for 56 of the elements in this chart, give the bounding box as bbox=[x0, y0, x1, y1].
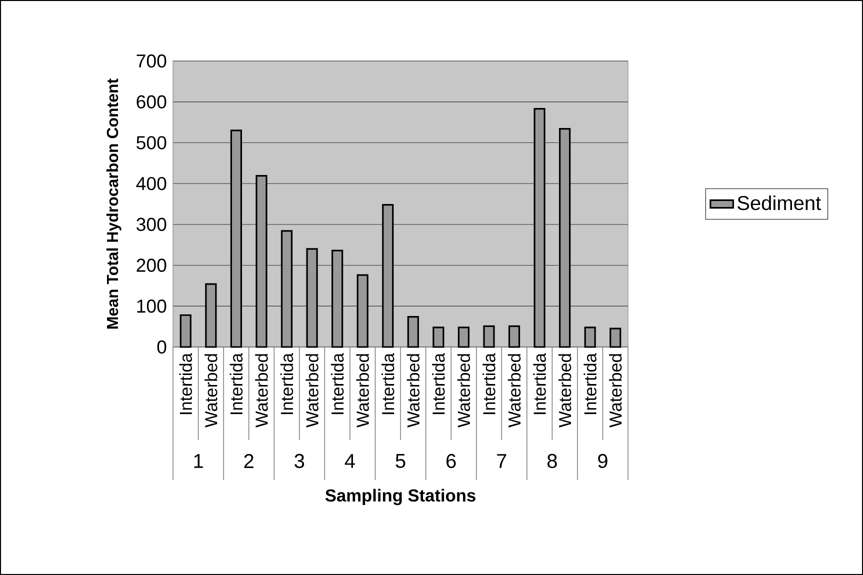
y-tick-label: 600 bbox=[136, 95, 166, 108]
bar bbox=[205, 283, 217, 348]
text: 2 bbox=[244, 454, 254, 468]
y-tick-label: 0 bbox=[157, 340, 166, 354]
y-tick-label: 300 bbox=[136, 218, 166, 232]
text: 1 bbox=[194, 454, 203, 468]
text: 8 bbox=[547, 454, 557, 468]
x-tick-label: Waterbed bbox=[204, 354, 218, 428]
bar bbox=[280, 230, 293, 348]
bar bbox=[230, 130, 242, 348]
text: 5 bbox=[396, 454, 406, 468]
bar bbox=[306, 248, 318, 348]
y-tick-label: 500 bbox=[136, 136, 166, 150]
x-tick-label: Waterbed bbox=[608, 354, 622, 428]
bar bbox=[534, 108, 546, 348]
bar bbox=[332, 250, 344, 348]
text: 7 bbox=[497, 454, 506, 468]
x-tick-label: Waterbed bbox=[306, 354, 318, 428]
bar bbox=[483, 325, 495, 348]
bar bbox=[382, 204, 394, 348]
x-tick-label: Waterbed bbox=[255, 354, 268, 428]
bar bbox=[458, 326, 470, 348]
bar bbox=[407, 316, 419, 348]
bar bbox=[559, 128, 571, 348]
x-tick-label: Intertida bbox=[230, 353, 243, 414]
x-tick-label: Intertida bbox=[432, 353, 445, 414]
x-tick-label: Intertida bbox=[280, 353, 294, 414]
x-tick-label: Intertida bbox=[179, 353, 192, 414]
x-axis-title: Sampling Stations bbox=[325, 488, 476, 506]
y-tick-label: 100 bbox=[137, 300, 166, 313]
y-axis-title: Mean Total Hydrocarbon Content bbox=[106, 78, 122, 329]
x-tick-label: Waterbed bbox=[558, 354, 572, 428]
x-tick-label: Intertida bbox=[584, 353, 596, 414]
x-tick-label: Intertida bbox=[330, 353, 344, 414]
x-tick-label: Intertida bbox=[482, 353, 496, 414]
bar bbox=[256, 175, 268, 348]
bar bbox=[356, 274, 368, 348]
text: 3 bbox=[294, 454, 304, 468]
x-tick-label: Waterbed bbox=[508, 354, 521, 428]
x-tick-label: Intertida bbox=[381, 353, 394, 414]
x-tick-label: Waterbed bbox=[457, 354, 470, 428]
bar bbox=[508, 325, 520, 348]
y-tick-label: 700 bbox=[136, 54, 166, 68]
x-tick-label: Waterbed bbox=[406, 354, 420, 428]
bar bbox=[180, 314, 192, 348]
text: 9 bbox=[598, 454, 608, 468]
x-tick-label: Waterbed bbox=[356, 354, 369, 428]
legend-label: Sediment bbox=[738, 195, 821, 210]
text: 6 bbox=[446, 454, 456, 468]
x-tick-label: Intertida bbox=[533, 353, 546, 414]
bar bbox=[432, 326, 444, 348]
text: 4 bbox=[344, 454, 355, 468]
y-tick-label: 200 bbox=[136, 258, 166, 272]
bar bbox=[610, 328, 622, 348]
y-tick-label: 400 bbox=[136, 176, 166, 190]
bar bbox=[584, 326, 596, 348]
